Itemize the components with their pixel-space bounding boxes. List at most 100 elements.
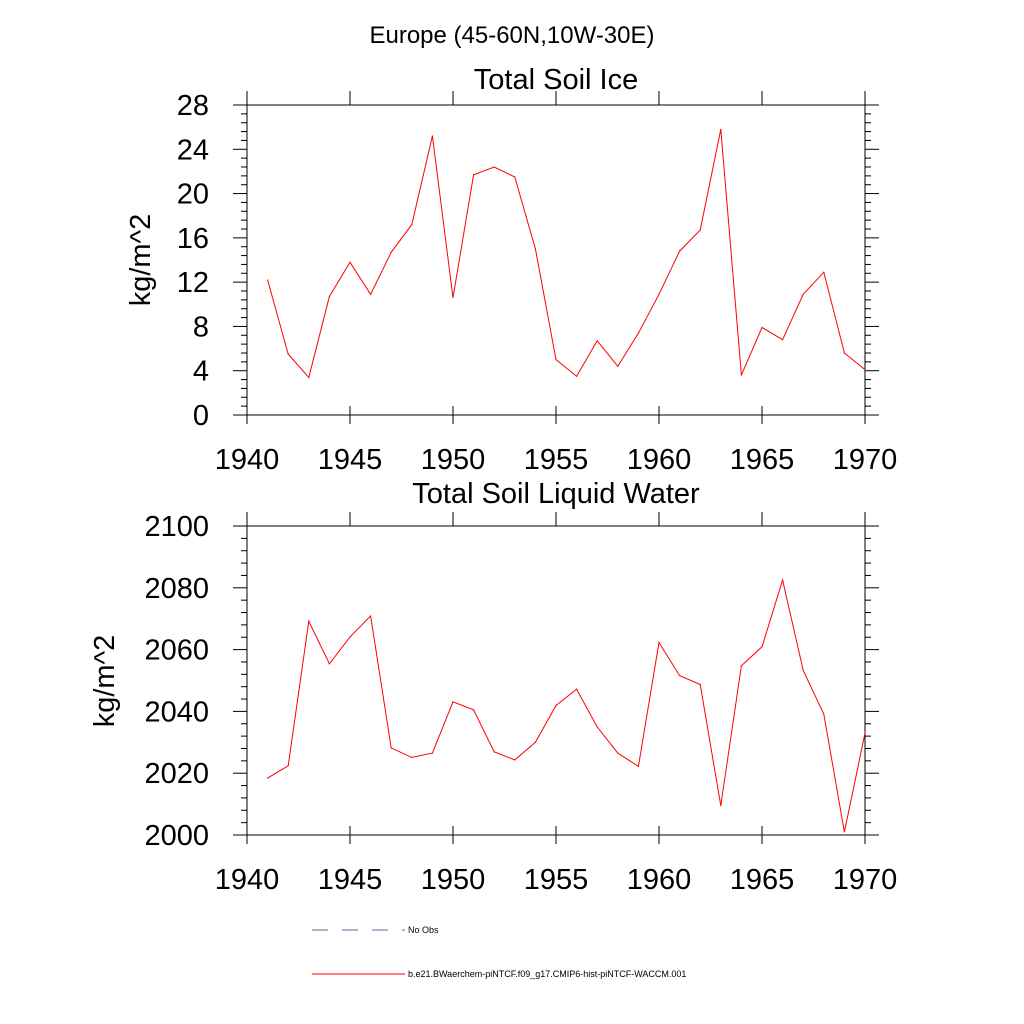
data-point xyxy=(637,332,640,334)
data-point xyxy=(370,293,372,295)
data-point xyxy=(349,261,351,263)
data-point xyxy=(637,765,640,768)
data-point xyxy=(287,353,289,355)
data-point xyxy=(514,759,516,761)
data-point xyxy=(349,636,351,638)
data-point xyxy=(576,375,578,377)
y-axis-label: kg/m^2 xyxy=(89,635,121,728)
data-point xyxy=(431,135,433,137)
data-point xyxy=(390,747,392,749)
x-tick-label: 1940 xyxy=(215,864,280,896)
data-point xyxy=(267,777,269,779)
y-tick-label: 4 xyxy=(193,356,209,388)
data-point xyxy=(802,293,804,295)
data-point xyxy=(411,223,413,226)
data-point xyxy=(864,732,866,734)
data-point xyxy=(802,669,804,671)
data-point xyxy=(431,752,433,754)
legend-label-model: b.e21.BWaerchem-piNTCF.f09_g17.CMIP6-his… xyxy=(408,969,686,979)
data-point xyxy=(473,709,475,711)
series-line xyxy=(267,129,866,379)
data-point xyxy=(596,726,598,728)
plot-frame xyxy=(246,104,866,416)
data-point xyxy=(308,376,310,378)
data-point xyxy=(761,326,763,329)
y-tick-label: 12 xyxy=(177,267,209,299)
data-point xyxy=(452,297,454,299)
data-point xyxy=(452,701,454,703)
data-point xyxy=(679,250,681,252)
data-point xyxy=(699,229,701,231)
chart-soil-liquid-water: Total Soil Liquid Water kg/m^2 1940 1945 1… xyxy=(89,478,897,896)
x-tick-label: 1950 xyxy=(421,444,486,476)
plot-frame xyxy=(246,525,866,836)
data-point xyxy=(617,752,619,754)
x-tick-label: 1945 xyxy=(318,444,383,476)
data-point xyxy=(534,248,537,250)
data-point xyxy=(843,352,846,354)
plot-area: 1940 1945 1950 1955 1960 1965 1970 2000 2020 2040… xyxy=(144,511,897,896)
data-point xyxy=(514,176,516,178)
data-point xyxy=(658,293,660,295)
y-tick-label: 20 xyxy=(177,179,209,211)
data-point xyxy=(328,663,330,665)
x-tick-label: 1960 xyxy=(627,444,692,476)
data-point xyxy=(761,646,763,648)
x-tick-label: 1955 xyxy=(524,444,589,476)
data-point xyxy=(267,279,269,281)
x-tick-label: 1965 xyxy=(730,444,795,476)
legend: No Obs b.e21.BWaerchem-piNTCF.f09_g17.CM… xyxy=(312,925,686,979)
data-point xyxy=(576,688,578,690)
data-point xyxy=(699,683,701,686)
data-point xyxy=(555,359,557,361)
figure-title: Europe (45-60N,10W-30E) xyxy=(369,22,654,49)
y-tick-label: 24 xyxy=(177,134,209,166)
y-tick-label: 0 xyxy=(193,400,209,432)
y-tick-label: 2080 xyxy=(144,573,209,605)
series-line xyxy=(267,578,866,833)
y-tick-label: 2000 xyxy=(144,820,209,852)
data-point xyxy=(864,369,866,371)
data-point xyxy=(555,704,557,707)
data-point xyxy=(658,641,660,644)
data-point xyxy=(679,674,681,677)
data-point xyxy=(493,166,495,168)
data-point xyxy=(328,295,330,298)
y-tick-label: 8 xyxy=(193,311,209,343)
data-point xyxy=(720,128,722,130)
x-tick-label: 1950 xyxy=(421,864,486,896)
data-point xyxy=(411,756,413,759)
data-point xyxy=(493,751,495,753)
data-point xyxy=(534,741,537,743)
legend-label-no-obs: No Obs xyxy=(408,925,439,935)
data-point xyxy=(782,339,784,341)
data-point xyxy=(596,340,598,342)
data-point xyxy=(782,579,784,581)
data-point xyxy=(473,174,475,176)
x-tick-label: 1970 xyxy=(833,444,898,476)
data-point xyxy=(843,831,846,833)
data-point xyxy=(823,271,825,273)
chart-soil-ice: Total Soil Ice kg/m^2 1940 1945 1950 1955 19… xyxy=(125,64,897,476)
data-point xyxy=(390,251,392,253)
plot-area: 1940 1945 1950 1955 1960 1965 1970 0 4 8 12 16 20 24 2… xyxy=(177,90,898,476)
data-point xyxy=(308,620,310,622)
x-tick-label: 1965 xyxy=(730,864,795,896)
y-axis-label: kg/m^2 xyxy=(125,214,157,307)
y-tick-label: 28 xyxy=(177,90,209,122)
x-tick-label: 1955 xyxy=(524,864,589,896)
data-point xyxy=(740,374,743,376)
chart-title: Total Soil Liquid Water xyxy=(412,478,700,510)
data-point xyxy=(823,713,825,715)
data-point xyxy=(287,765,289,767)
x-tick-label: 1970 xyxy=(833,864,898,896)
y-tick-label: 2040 xyxy=(144,696,209,728)
data-point xyxy=(720,805,722,807)
chart-title: Total Soil Ice xyxy=(474,64,638,96)
x-tick-label: 1945 xyxy=(318,864,383,896)
x-tick-label: 1960 xyxy=(627,864,692,896)
y-tick-label: 2020 xyxy=(144,758,209,790)
data-point xyxy=(370,615,372,617)
y-tick-label: 2100 xyxy=(144,511,209,543)
